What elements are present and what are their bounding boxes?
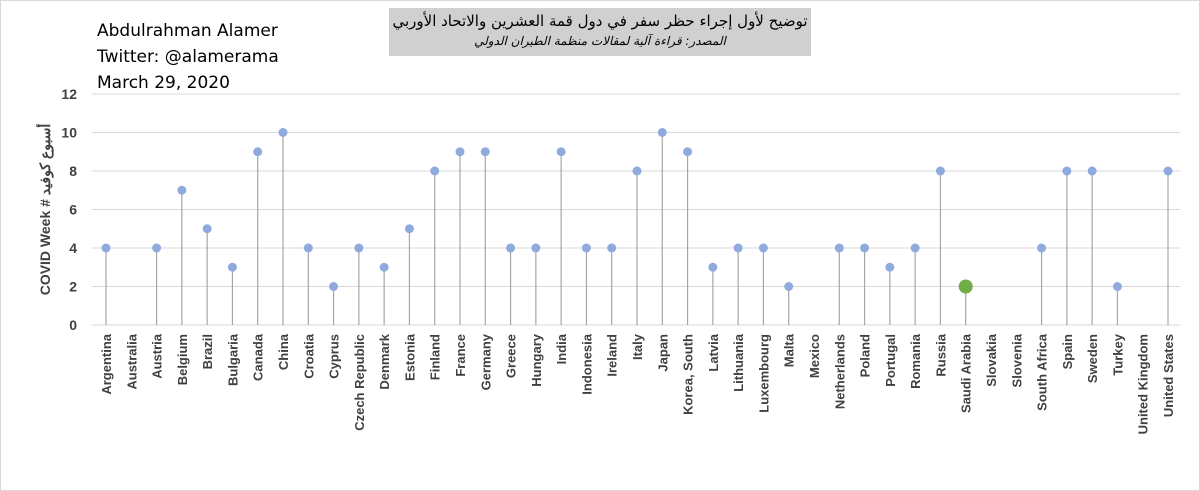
x-category-label: France <box>453 334 468 377</box>
data-point <box>480 147 490 157</box>
x-category-label: Poland <box>858 334 873 377</box>
data-point <box>455 147 465 157</box>
data-point <box>834 243 844 253</box>
chart-title-box: توضيح لأول إجراء حظر سفر في دول قمة العش… <box>389 8 811 56</box>
x-category-label: Mexico <box>807 334 822 378</box>
credit-date: March 29, 2020 <box>97 73 230 93</box>
data-point <box>885 262 895 272</box>
x-category-label: Turkey <box>1110 333 1125 375</box>
y-tick-label: 0 <box>69 317 77 333</box>
y-tick-label: 12 <box>61 86 77 102</box>
data-point <box>101 243 111 253</box>
data-point <box>683 147 693 157</box>
x-category-label: Greece <box>504 334 519 378</box>
x-category-label: Russia <box>933 333 948 376</box>
author-credit: Abdulrahman Alamer Twitter: @alamerama M… <box>97 18 279 96</box>
data-point <box>632 166 642 176</box>
data-point <box>784 282 794 291</box>
x-category-label: Germany <box>478 333 493 390</box>
x-category-label: Estonia <box>402 333 417 381</box>
y-axis-title: COVID Week # أسبوع كوفيد <box>35 124 54 296</box>
data-point <box>860 243 870 253</box>
x-category-label: India <box>554 333 569 364</box>
y-tick-label: 8 <box>69 163 77 179</box>
x-category-label: Bulgaria <box>225 333 240 386</box>
x-category-label: Ireland <box>605 334 620 377</box>
x-category-label: South Africa <box>1035 333 1050 411</box>
x-category-label: Finland <box>428 334 443 380</box>
x-category-label: Japan <box>655 334 670 372</box>
data-point <box>1062 166 1072 176</box>
data-point <box>303 243 313 253</box>
y-tick-label: 2 <box>69 279 77 295</box>
x-category-label: Canada <box>251 333 266 381</box>
x-category-label: Czech Republic <box>352 334 367 431</box>
x-category-label: United States <box>1161 334 1176 417</box>
x-category-label: Malta <box>782 333 797 367</box>
data-point <box>733 243 743 253</box>
chart-subtitle: المصدر: قراءة آلية لمقالات منظمة الطيران… <box>474 34 726 48</box>
data-point <box>1037 243 1047 253</box>
x-category-label: Luxembourg <box>756 334 771 413</box>
data-point <box>177 185 187 195</box>
y-tick-label: 4 <box>69 240 77 256</box>
x-category-label: Italy <box>630 333 645 360</box>
data-point <box>202 224 212 234</box>
data-point <box>935 166 945 176</box>
x-category-label: United Kingdom <box>1136 334 1151 434</box>
data-point <box>506 243 516 253</box>
highlight-point <box>958 279 973 294</box>
data-point <box>278 128 288 137</box>
x-category-label: Saudi Arabia <box>959 333 974 413</box>
data-point <box>708 262 718 272</box>
data-point <box>1112 282 1122 291</box>
x-category-label: Portugal <box>883 334 898 387</box>
data-point <box>581 243 591 253</box>
data-point <box>253 147 263 157</box>
x-category-label: Austria <box>150 333 165 379</box>
data-point <box>1087 166 1097 176</box>
x-category-label: Hungary <box>529 333 544 387</box>
x-category-label: Belgium <box>175 334 190 385</box>
x-category-label: Korea, South <box>681 334 696 415</box>
x-category-label: Romania <box>908 333 923 389</box>
data-point <box>531 243 541 253</box>
x-category-label: Brazil <box>200 334 215 369</box>
data-point <box>227 262 237 272</box>
x-category-label: Croatia <box>301 333 316 379</box>
author-twitter: Twitter: @alamerama <box>97 47 279 67</box>
data-point <box>404 224 414 234</box>
x-category-label: Slovakia <box>984 333 999 387</box>
data-point <box>152 243 162 253</box>
data-point <box>910 243 920 253</box>
data-point <box>430 166 440 176</box>
data-point <box>758 243 768 253</box>
x-category-label: Netherlands <box>832 334 847 409</box>
x-category-label: Cyprus <box>327 334 342 379</box>
author-name: Abdulrahman Alamer <box>97 21 278 41</box>
x-category-label: Sweden <box>1085 334 1100 383</box>
data-point <box>657 128 667 137</box>
data-point <box>379 262 389 272</box>
x-category-label: Argentina <box>99 333 114 394</box>
x-category-label: Denmark <box>377 333 392 389</box>
data-point <box>329 282 339 291</box>
x-category-label: Indonesia <box>579 333 594 394</box>
x-category-label: China <box>276 333 291 370</box>
y-tick-label: 6 <box>69 202 77 218</box>
x-category-label: Lithuania <box>731 333 746 392</box>
x-category-label: Australia <box>124 333 139 389</box>
y-tick-label: 10 <box>61 125 77 141</box>
chart-title: توضيح لأول إجراء حظر سفر في دول قمة العش… <box>392 12 808 30</box>
x-category-label: Slovenia <box>1009 333 1024 387</box>
data-point <box>1163 166 1173 176</box>
data-point <box>607 243 617 253</box>
data-point <box>556 147 566 157</box>
data-point <box>354 243 364 253</box>
x-category-label: Spain <box>1060 334 1075 369</box>
x-category-label: Latvia <box>706 333 721 371</box>
